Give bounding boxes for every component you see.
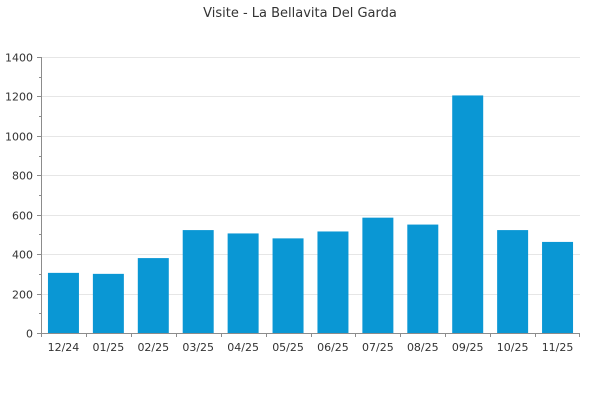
x-tick-label: 02/25: [137, 341, 169, 354]
y-tick-label: 0: [26, 328, 33, 341]
bar-04-25: [227, 233, 259, 333]
chart-title: Visite - La Bellavita Del Garda: [203, 6, 397, 21]
bar-10-25: [497, 230, 529, 333]
x-tick-label: 11/25: [542, 341, 574, 354]
y-tick-label: 1000: [5, 131, 33, 144]
bar-03-25: [182, 230, 214, 333]
x-tick-label: 01/25: [93, 341, 125, 354]
x-tick-label: 08/25: [407, 341, 439, 354]
y-tick-label: 800: [12, 170, 33, 183]
x-tick-label: 09/25: [452, 341, 484, 354]
x-tick-label: 03/25: [182, 341, 214, 354]
y-tick-label: 600: [12, 210, 33, 223]
x-tick-label: 05/25: [272, 341, 304, 354]
bar-11-25: [542, 241, 574, 333]
y-tick-label: 1400: [5, 52, 33, 65]
x-tick-label: 10/25: [497, 341, 529, 354]
bar-05-25: [272, 238, 304, 333]
bars: [47, 95, 574, 333]
y-tick-label: 1200: [5, 91, 33, 104]
y-tick-label: 200: [12, 289, 33, 302]
bar-07-25: [362, 217, 394, 333]
grid-lines: [41, 57, 580, 295]
x-axis-ticks: 12/24 01/25 02/25 03/25 04/25 05/25 06/25 07/25…: [41, 333, 580, 354]
y-tick-label: 400: [12, 249, 33, 262]
x-tick-label: 04/25: [227, 341, 259, 354]
y-axis-ticks: 0 200 400 600 800 1000 1200 1400: [5, 52, 41, 341]
bar-01-25: [92, 273, 124, 333]
x-tick-label: 06/25: [317, 341, 349, 354]
x-tick-label: 07/25: [362, 341, 394, 354]
bar-02-25: [137, 258, 169, 333]
bar-12-24: [47, 272, 79, 333]
bar-09-25: [452, 95, 484, 333]
bar-06-25: [317, 231, 349, 333]
x-tick-label: 12/24: [48, 341, 80, 354]
bar-08-25: [407, 224, 439, 333]
